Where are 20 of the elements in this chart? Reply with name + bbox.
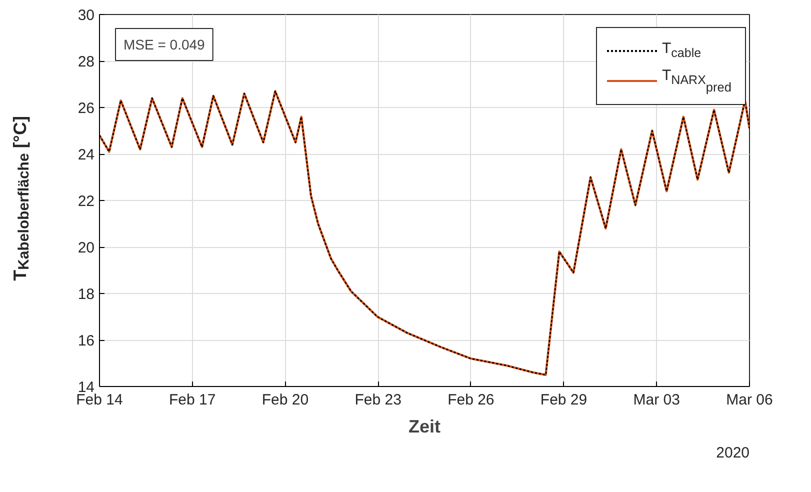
- x-tick-label: Feb 20: [262, 392, 309, 408]
- x-tick-label: Feb 14: [76, 392, 123, 408]
- x-tick-label: Feb 26: [448, 392, 494, 408]
- x-tick-label: Feb 23: [354, 392, 402, 408]
- x-tick-label: Mar 06: [726, 392, 773, 408]
- y-tick-label: 26: [78, 100, 95, 117]
- y-tick-label: 18: [78, 286, 95, 303]
- x-tick-label: Feb 17: [169, 392, 216, 408]
- x-axis-title: Zeit: [408, 416, 441, 436]
- annotation: MSE = 0.049: [124, 36, 206, 52]
- y-tick-label: 24: [78, 146, 95, 164]
- y-tick-label: 16: [78, 332, 95, 350]
- y-tick-label: 22: [78, 193, 95, 210]
- legend-label: T$_{cable}$: [662, 40, 702, 61]
- y-tick-label: 20: [78, 240, 95, 256]
- x-tick-label: Mar 03: [633, 392, 680, 408]
- y-tick-label: 30: [78, 7, 95, 24]
- y-tick-label: 28: [78, 54, 95, 70]
- x-tick-label: Feb 29: [540, 392, 588, 408]
- text: 2020: [716, 444, 750, 462]
